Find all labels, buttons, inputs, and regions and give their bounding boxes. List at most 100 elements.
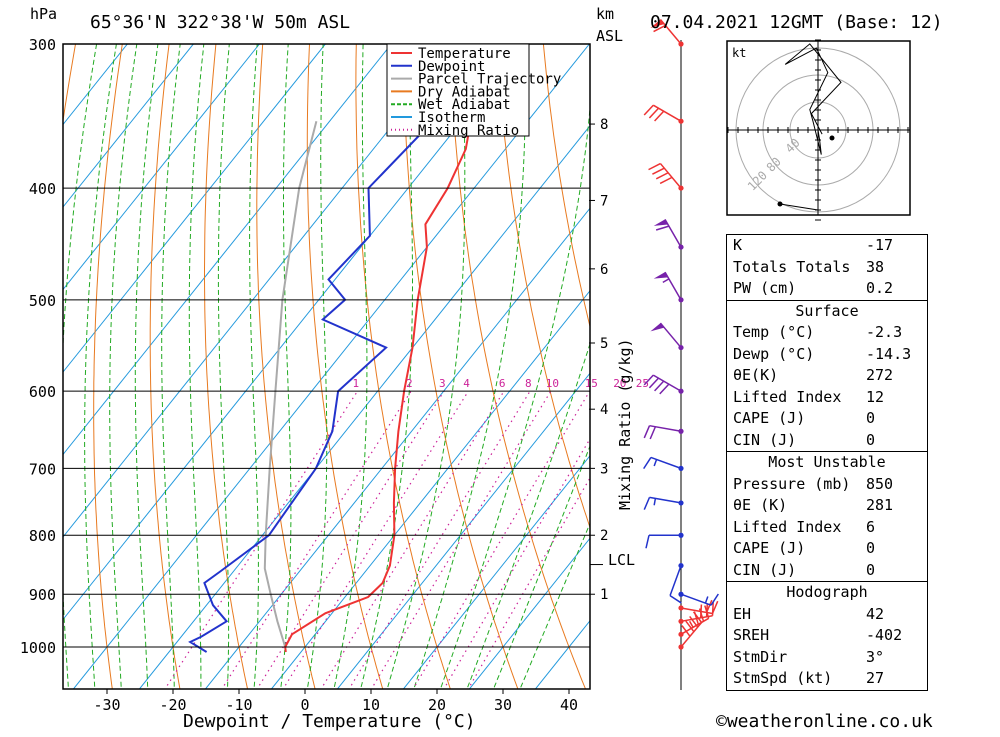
barb-dot (678, 619, 683, 624)
mixing-ratio-axis-label: Mixing Ratio (g/kg) (616, 338, 634, 510)
km-tick-label: 4 (600, 402, 608, 418)
barb-flag (654, 459, 656, 466)
x-tick-label: -30 (93, 696, 120, 714)
km-tick-label: 7 (600, 193, 608, 209)
mixing-ratio-label: 6 (499, 377, 506, 390)
index-value: -17 (866, 235, 921, 257)
index-value: 42 (866, 604, 921, 626)
index-value: 0.2 (866, 278, 921, 300)
barb-flag (656, 226, 669, 230)
wind-barb (644, 457, 684, 471)
mixing-ratio-label: 3 (439, 377, 446, 390)
barb-dot (678, 563, 683, 568)
hodograph-storm-motion (830, 136, 835, 141)
barb-dot (678, 244, 683, 249)
wind-barb (644, 426, 683, 439)
pressure-tick-label: 500 (29, 292, 56, 310)
pressure-tick-label: 300 (29, 36, 56, 54)
index-value: 272 (866, 365, 921, 387)
index-row: PW (cm) 0.2 (727, 278, 927, 300)
barb-flag (660, 384, 669, 394)
index-value: -402 (866, 625, 921, 647)
index-value: 281 (866, 495, 921, 517)
barb-flag (649, 164, 661, 170)
index-row: CIN (J) 0 (727, 430, 927, 452)
barb-dot (678, 592, 683, 597)
index-row: θE (K) 281 (727, 495, 927, 517)
wind-barb (678, 600, 717, 613)
index-row: SREH -402 (727, 625, 927, 647)
wind-barb (650, 323, 683, 350)
pressure-unit-label: hPa (30, 5, 57, 23)
pressure-tick-label: 700 (29, 460, 56, 478)
barb-dot (678, 533, 683, 538)
pressure-tick-label: 900 (29, 586, 56, 604)
barb-staff (660, 323, 681, 348)
barb-staff (665, 219, 681, 247)
barb-dot (678, 500, 683, 505)
pressure-tick-label: 1000 (20, 639, 56, 657)
index-label: CIN (J) (733, 430, 796, 452)
barb-dot (678, 644, 683, 649)
index-row: CAPE (J)0 (727, 408, 927, 430)
mixing-ratio-label: 1 (353, 377, 360, 390)
x-axis-label: Dewpoint / Temperature (°C) (183, 711, 476, 732)
barb-staff (681, 622, 702, 647)
mixing-ratio-label: 15 (585, 377, 598, 390)
index-row: θE(K)272 (727, 365, 927, 387)
km-tick-label: 8 (600, 117, 608, 133)
dry-adiabat-line (982, 0, 1000, 695)
hodograph-point (778, 202, 783, 207)
index-label: Totals Totals (733, 257, 850, 279)
barb-flag (649, 108, 658, 118)
barb-dot (678, 389, 683, 394)
barb-flag (654, 498, 655, 505)
barb-dot (678, 429, 683, 434)
wind-barb (644, 497, 683, 509)
index-label: CAPE (J) (733, 538, 805, 560)
index-label: θE (K) (733, 495, 787, 517)
index-row: CIN (J)0 (727, 560, 927, 582)
index-label: K (733, 235, 742, 257)
index-label: PW (cm) (733, 278, 796, 300)
wind-barb (678, 592, 718, 606)
pressure-tick-label: 800 (29, 527, 56, 545)
index-label: CIN (J) (733, 560, 796, 582)
credit-text: ©weatheronline.co.uk (716, 711, 933, 732)
barb-flag (656, 173, 668, 179)
barb-dot (678, 466, 683, 471)
asl-label: ASL (596, 27, 623, 45)
index-value: -2.3 (866, 322, 921, 344)
x-tick-label: 40 (560, 696, 578, 714)
index-label: StmSpd (kt) (733, 668, 832, 690)
barb-dot (678, 605, 683, 610)
barb-flag (644, 105, 653, 115)
barb-flag (644, 457, 651, 468)
index-row: Pressure (mb)850 (727, 474, 927, 496)
index-label: StmDir (733, 647, 787, 669)
barb-dot (678, 119, 683, 124)
km-tick-label: 1 (600, 587, 608, 603)
mixing-ratio-label: 25 (636, 377, 649, 390)
wind-barb (644, 375, 683, 394)
hodograph-unit-label: kt (732, 46, 746, 60)
km-tick-label: 6 (600, 262, 608, 278)
barb-flag (655, 381, 664, 391)
index-label: SREH (733, 625, 769, 647)
index-value: 0 (866, 430, 921, 452)
mixing-ratio-label: 2 (406, 377, 413, 390)
barb-dot (678, 185, 683, 190)
mixing-ratio-label: 4 (463, 377, 470, 390)
index-value: 850 (866, 474, 921, 496)
index-label: Temp (°C) (733, 322, 814, 344)
wind-barb (678, 612, 701, 650)
pressure-tick-label: 400 (29, 180, 56, 198)
